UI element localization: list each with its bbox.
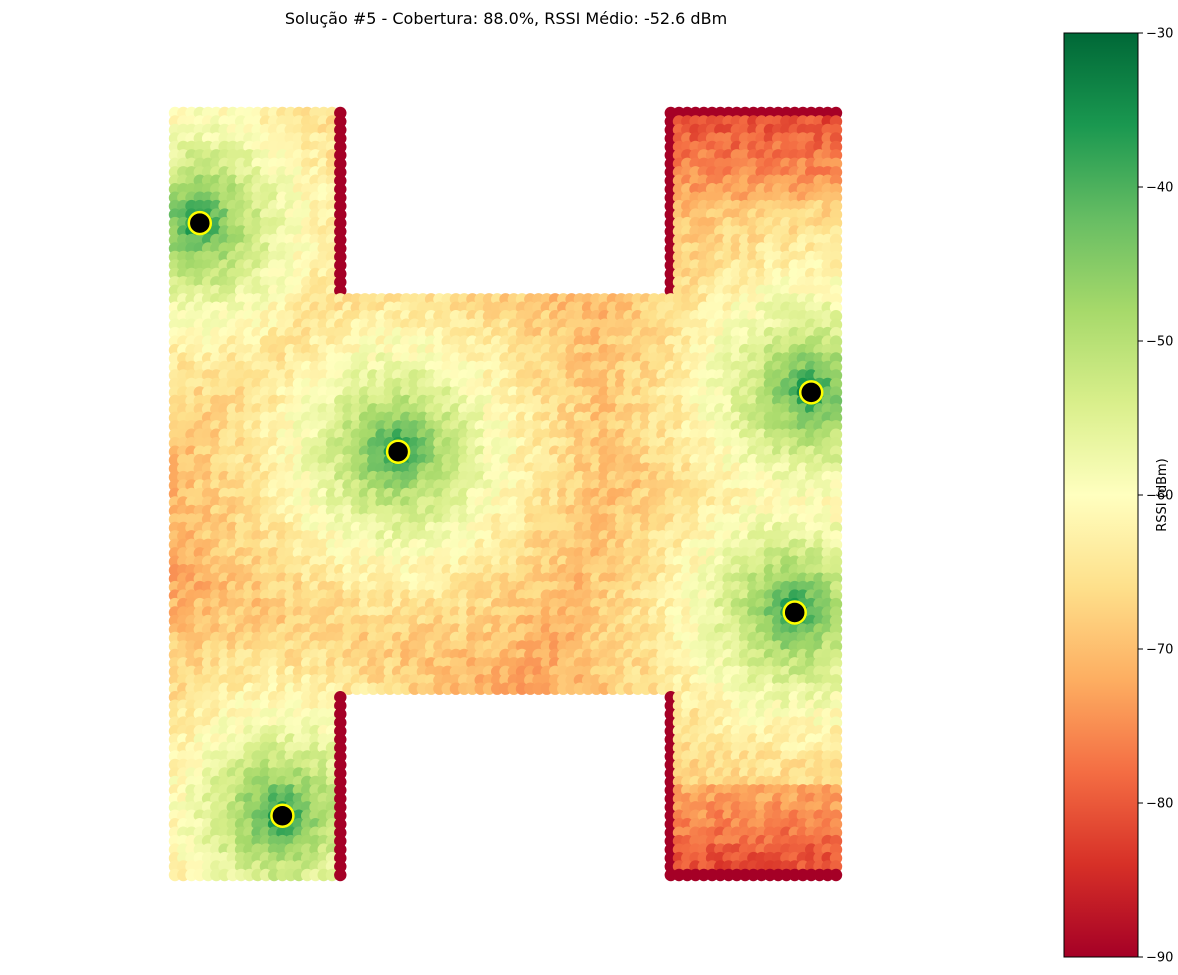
- heatmap-point: [829, 555, 843, 568]
- heatmap-point: [829, 301, 843, 314]
- heatmap-point: [334, 174, 347, 187]
- heatmap-point: [829, 428, 843, 441]
- heatmap-point: [829, 326, 843, 340]
- heatmap-point: [334, 284, 347, 297]
- heatmap-point: [829, 233, 843, 247]
- heatmap-point: [334, 233, 347, 247]
- heatmap-point: [829, 479, 843, 492]
- heatmap-point: [829, 174, 843, 187]
- heatmap-point: [829, 250, 843, 264]
- heatmap-point: [829, 589, 843, 602]
- heatmap-point: [829, 360, 843, 374]
- heatmap-point: [829, 462, 843, 475]
- heatmap-point: [829, 276, 843, 289]
- heatmap-point: [829, 225, 843, 238]
- heatmap-point: [829, 123, 843, 137]
- heatmap-point: [829, 453, 843, 467]
- heatmap-point: [829, 284, 843, 297]
- chart-title: Solução #5 - Cobertura: 88.0%, RSSI Médi…: [285, 9, 727, 28]
- heatmap-point: [334, 123, 347, 137]
- heatmap-points: [168, 106, 843, 882]
- heatmap-point: [829, 310, 843, 323]
- heatmap-point: [334, 225, 347, 238]
- heatmap-point: [334, 199, 347, 213]
- heatmap-point: [829, 199, 843, 213]
- heatmap-point: [829, 335, 843, 348]
- heatmap-point: [334, 132, 347, 145]
- heatmap-point: [829, 386, 843, 399]
- heatmap-point: [829, 183, 843, 196]
- heatmap-point: [334, 149, 347, 162]
- heatmap-point: [829, 106, 843, 120]
- heatmap-point: [829, 487, 843, 501]
- heatmap-point: [829, 538, 843, 551]
- heatmap-point: [829, 564, 843, 577]
- heatmap-point: [829, 614, 843, 628]
- heatmap-point: [334, 157, 347, 170]
- heatmap-point: [334, 259, 347, 272]
- heatmap-point: [829, 377, 843, 391]
- heatmap-point: [829, 580, 843, 594]
- heatmap-point: [334, 183, 347, 196]
- heatmap-point: [334, 250, 347, 264]
- heatmap-point: [829, 259, 843, 272]
- heatmap-point: [829, 530, 843, 543]
- heatmap-point: [334, 208, 347, 221]
- heatmap-point: [829, 437, 843, 450]
- heatmap-point: [829, 352, 843, 365]
- heatmap-point: [829, 208, 843, 221]
- heatmap-point: [829, 606, 843, 619]
- heatmap-point: [829, 504, 843, 518]
- heatmap-point: [829, 157, 843, 170]
- heatmap-point: [829, 132, 843, 145]
- heatmap-point: [829, 411, 843, 424]
- heatmap-point: [334, 276, 347, 289]
- heatmap-point: [334, 106, 347, 120]
- heatmap-point: [829, 513, 843, 526]
- heatmap-point: [829, 403, 843, 416]
- heatmap-point: [829, 149, 843, 162]
